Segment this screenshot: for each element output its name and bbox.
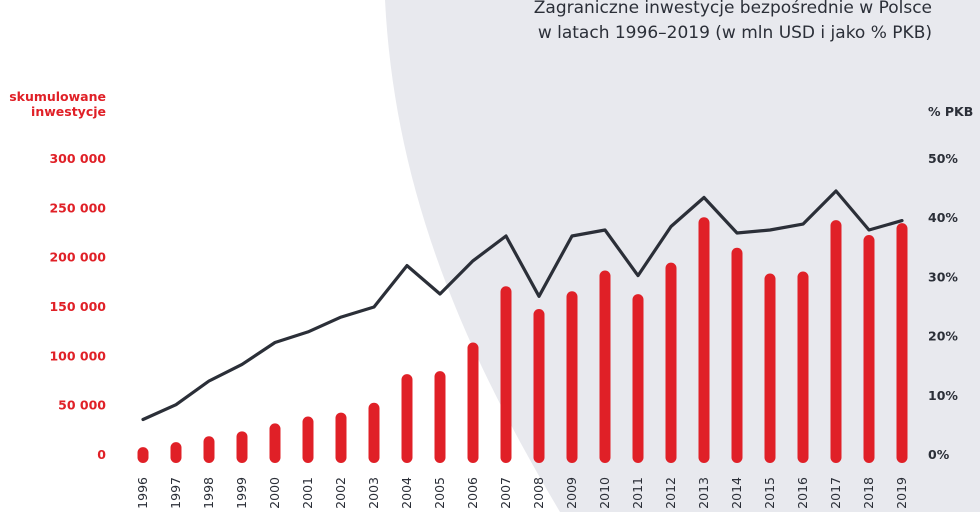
bar-2006 [467,342,479,463]
chart-title-line-2: w latach 1996–2019 (w mln USD i jako % P… [538,23,932,43]
x-tick-label: 2019 [894,477,909,509]
right-axis-ticks: 0% 10% 20% 30% 40% 50% [928,151,958,462]
right-tick-label: 30% [928,269,958,284]
bar-2013 [698,217,710,463]
bar-series [137,217,908,463]
bar-2012 [665,262,677,463]
bar-2009 [566,291,578,463]
bar-2002 [335,412,347,463]
x-tick-label: 2017 [828,477,843,509]
x-axis-ticks: 1996 1997 1998 1999 2000 2001 2002 2003 2004 2005… [135,477,909,509]
x-tick-label: 2005 [432,477,447,509]
x-tick-label: 2000 [267,477,282,509]
x-tick-label: 2001 [300,477,315,509]
x-tick-label: 2014 [729,477,744,509]
x-tick-label: 2006 [465,477,480,509]
line-series [141,189,904,422]
left-axis-label-line-2: inwestycje [31,104,106,119]
left-tick-label: 150 000 [49,299,106,314]
x-tick-label: 1996 [135,477,150,509]
left-tick-label: 50 000 [58,398,106,413]
bar-2018 [863,234,875,463]
x-tick-label: 2003 [366,477,381,509]
left-tick-label: 100 000 [49,348,106,363]
bar-2016 [797,271,809,463]
left-tick-label: 250 000 [49,200,106,215]
left-tick-label: 200 000 [49,250,106,265]
bar-2007 [500,286,512,463]
bar-2015 [764,273,776,463]
x-tick-label: 2010 [597,477,612,509]
bar-2011 [632,294,644,463]
x-tick-label: 2011 [630,477,645,509]
right-tick-label: 50% [928,151,958,166]
right-tick-label: 10% [928,388,958,403]
right-tick-label: 20% [928,329,958,344]
right-axis-label: % PKB [928,104,973,119]
x-tick-label: 2009 [564,477,579,509]
bar-2019 [896,223,908,463]
left-tick-label: 0 [97,447,106,462]
x-tick-label: 1997 [168,477,183,509]
bar-2000 [269,423,281,463]
right-tick-label: 40% [928,210,958,225]
left-axis-ticks: 0 50 000 100 000 150 000 200 000 250 000 300 0… [49,151,106,462]
bar-1999 [236,431,248,463]
bar-2005 [434,371,446,463]
bar-2004 [401,374,413,463]
chart-title-line-1: Zagraniczne inwestycje bezpośrednie w Po… [534,0,932,18]
x-tick-label: 2018 [861,477,876,509]
x-tick-label: 2004 [399,477,414,509]
bar-1996 [137,447,149,463]
bar-1998 [203,436,215,463]
x-tick-label: 2007 [498,477,513,509]
x-tick-label: 2015 [762,477,777,509]
bar-2003 [368,402,380,463]
bar-1997 [170,442,182,463]
x-tick-label: 2012 [663,477,678,509]
left-axis-label-line-1: skumulowane [9,89,106,104]
x-tick-label: 2013 [696,477,711,509]
x-tick-label: 2002 [333,477,348,509]
bar-2010 [599,270,611,463]
bar-2014 [731,247,743,463]
bar-2017 [830,220,842,463]
x-tick-label: 1998 [201,477,216,509]
x-tick-label: 2016 [795,477,810,509]
gdp-share-line [141,189,904,422]
right-tick-label: 0% [928,447,950,462]
x-tick-label: 2008 [531,477,546,509]
bar-2001 [302,416,314,463]
x-tick-label: 1999 [234,477,249,509]
left-tick-label: 300 000 [49,151,106,166]
bar-2008 [533,308,545,463]
